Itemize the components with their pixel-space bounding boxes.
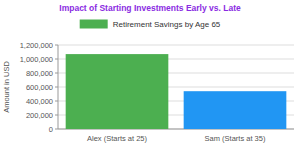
y-tick-label: 400,000 <box>26 97 53 106</box>
page: {"chart_data": {"type": "bar", "title": … <box>0 0 300 150</box>
y-tick-label: 800,000 <box>26 69 53 78</box>
legend-swatch <box>80 20 108 29</box>
y-tick-label: 1,000,000 <box>20 55 53 64</box>
y-axis-label: Amount in USD <box>2 61 11 113</box>
chart: Impact of Starting Investments Early vs.… <box>0 0 300 150</box>
y-axis-line <box>58 45 59 129</box>
title: Impact of Starting Investments Early vs.… <box>59 3 241 13</box>
legend: Retirement Savings by Age 65 <box>80 20 221 30</box>
legend-label: Retirement Savings by Age 65 <box>113 20 221 29</box>
bar <box>66 54 169 129</box>
y-tick-label: 1,200,000 <box>20 41 53 50</box>
bars <box>66 54 287 129</box>
y-tick-label: 200,000 <box>26 111 53 120</box>
x-tick-label: Sam (Starts at 35) <box>205 134 266 143</box>
y-tick-label: 0 <box>49 125 53 134</box>
y-tick-label: 600,000 <box>26 83 53 92</box>
grid-line <box>58 45 294 46</box>
grid <box>55 45 294 129</box>
x-tick-label: Alex (Starts at 25) <box>87 134 148 143</box>
bar <box>184 91 287 129</box>
